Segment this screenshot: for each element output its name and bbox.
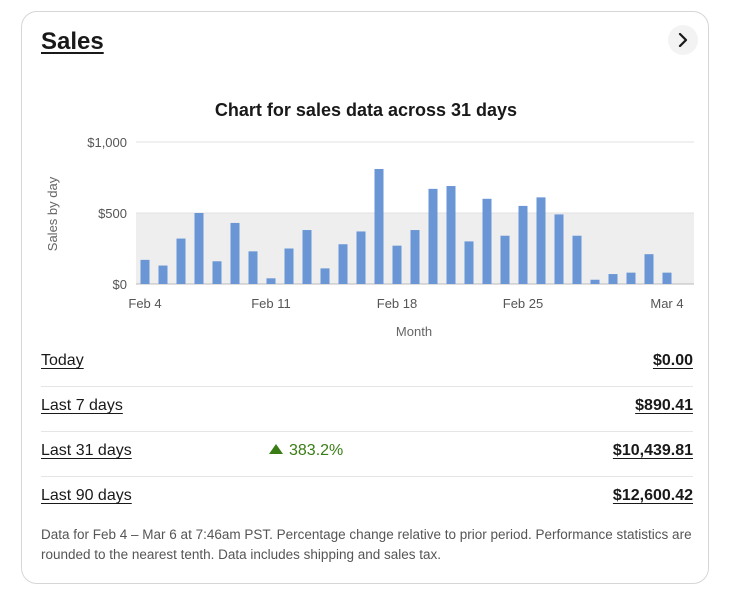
- chart-bar: [428, 188, 438, 284]
- chart-bar: [500, 235, 510, 284]
- period-row-today: Today $0.00: [41, 342, 693, 387]
- sales-title-link[interactable]: Sales: [41, 28, 104, 55]
- period-value-today[interactable]: $0.00: [652, 352, 693, 369]
- period-row-7-days: Last 7 days $890.41: [41, 387, 693, 432]
- chart-bar: [284, 248, 294, 284]
- chart-bar: [176, 238, 186, 284]
- chart-bar: [572, 235, 582, 284]
- chart-bar: [356, 231, 366, 284]
- chart-bar: [374, 168, 384, 284]
- arrow-up-icon: [269, 444, 283, 454]
- chart-bar: [212, 261, 222, 284]
- chart-bar: [194, 213, 204, 284]
- change-indicator: 383.2%: [269, 442, 343, 460]
- chart-bar: [158, 265, 168, 284]
- chart-bar: [644, 254, 654, 284]
- x-tick-label: Feb 25: [503, 296, 543, 311]
- chart-bar: [446, 186, 456, 284]
- chart-bar: [302, 230, 312, 284]
- chart-title: Chart for sales data across 31 days: [214, 100, 518, 120]
- period-label-90-days[interactable]: Last 90 days: [41, 487, 132, 504]
- period-value-31-days[interactable]: $10,439.81: [612, 442, 693, 459]
- period-list: Today $0.00 Last 7 days $890.41 Last 31 …: [41, 342, 693, 522]
- chart-bar: [392, 245, 402, 284]
- y-axis-label: Sales by day: [45, 176, 60, 251]
- chevron-right-icon: [678, 33, 688, 47]
- change-percent: 383.2%: [289, 442, 344, 459]
- chart-bar: [320, 268, 330, 284]
- x-tick-label: Mar 4: [650, 296, 683, 311]
- period-label-today[interactable]: Today: [41, 352, 84, 369]
- y-tick-label: $1,000: [87, 135, 127, 150]
- chart-bar: [626, 272, 636, 284]
- period-value-7-days[interactable]: $890.41: [635, 397, 693, 414]
- period-row-90-days: Last 90 days $12,600.42: [41, 477, 693, 522]
- chart-bar: [266, 278, 276, 284]
- footnote: Data for Feb 4 – Mar 6 at 7:46am PST. Pe…: [41, 527, 692, 562]
- open-sales-button[interactable]: [668, 25, 698, 55]
- period-value-90-days[interactable]: $12,600.42: [612, 487, 693, 504]
- chart-bar: [248, 251, 258, 284]
- chart-bar: [590, 279, 600, 284]
- chart-bar: [518, 205, 528, 284]
- x-tick-label: Feb 18: [377, 296, 417, 311]
- chart-bar: [230, 222, 240, 284]
- chart-bar: [464, 241, 474, 284]
- x-tick-label: Feb 11: [251, 296, 291, 311]
- y-tick-label: $0: [113, 277, 127, 292]
- period-label-31-days[interactable]: Last 31 days: [41, 442, 132, 459]
- period-row-31-days: Last 31 days 383.2% $10,439.81: [41, 432, 693, 477]
- x-axis-label: Month: [396, 324, 432, 339]
- chart-bar: [662, 272, 672, 284]
- x-tick-label: Feb 4: [128, 296, 161, 311]
- sales-card: Sales Chart for sales data across 31 day…: [21, 11, 709, 584]
- period-label-7-days[interactable]: Last 7 days: [41, 397, 123, 414]
- chart-bar: [140, 259, 150, 284]
- y-tick-label: $500: [98, 206, 127, 221]
- chart-bar: [536, 197, 546, 284]
- chart-bar: [608, 274, 618, 284]
- chart-bar: [482, 198, 492, 284]
- chart-bar: [554, 214, 564, 284]
- chart-bar: [410, 230, 420, 284]
- chart-bar: [338, 244, 348, 284]
